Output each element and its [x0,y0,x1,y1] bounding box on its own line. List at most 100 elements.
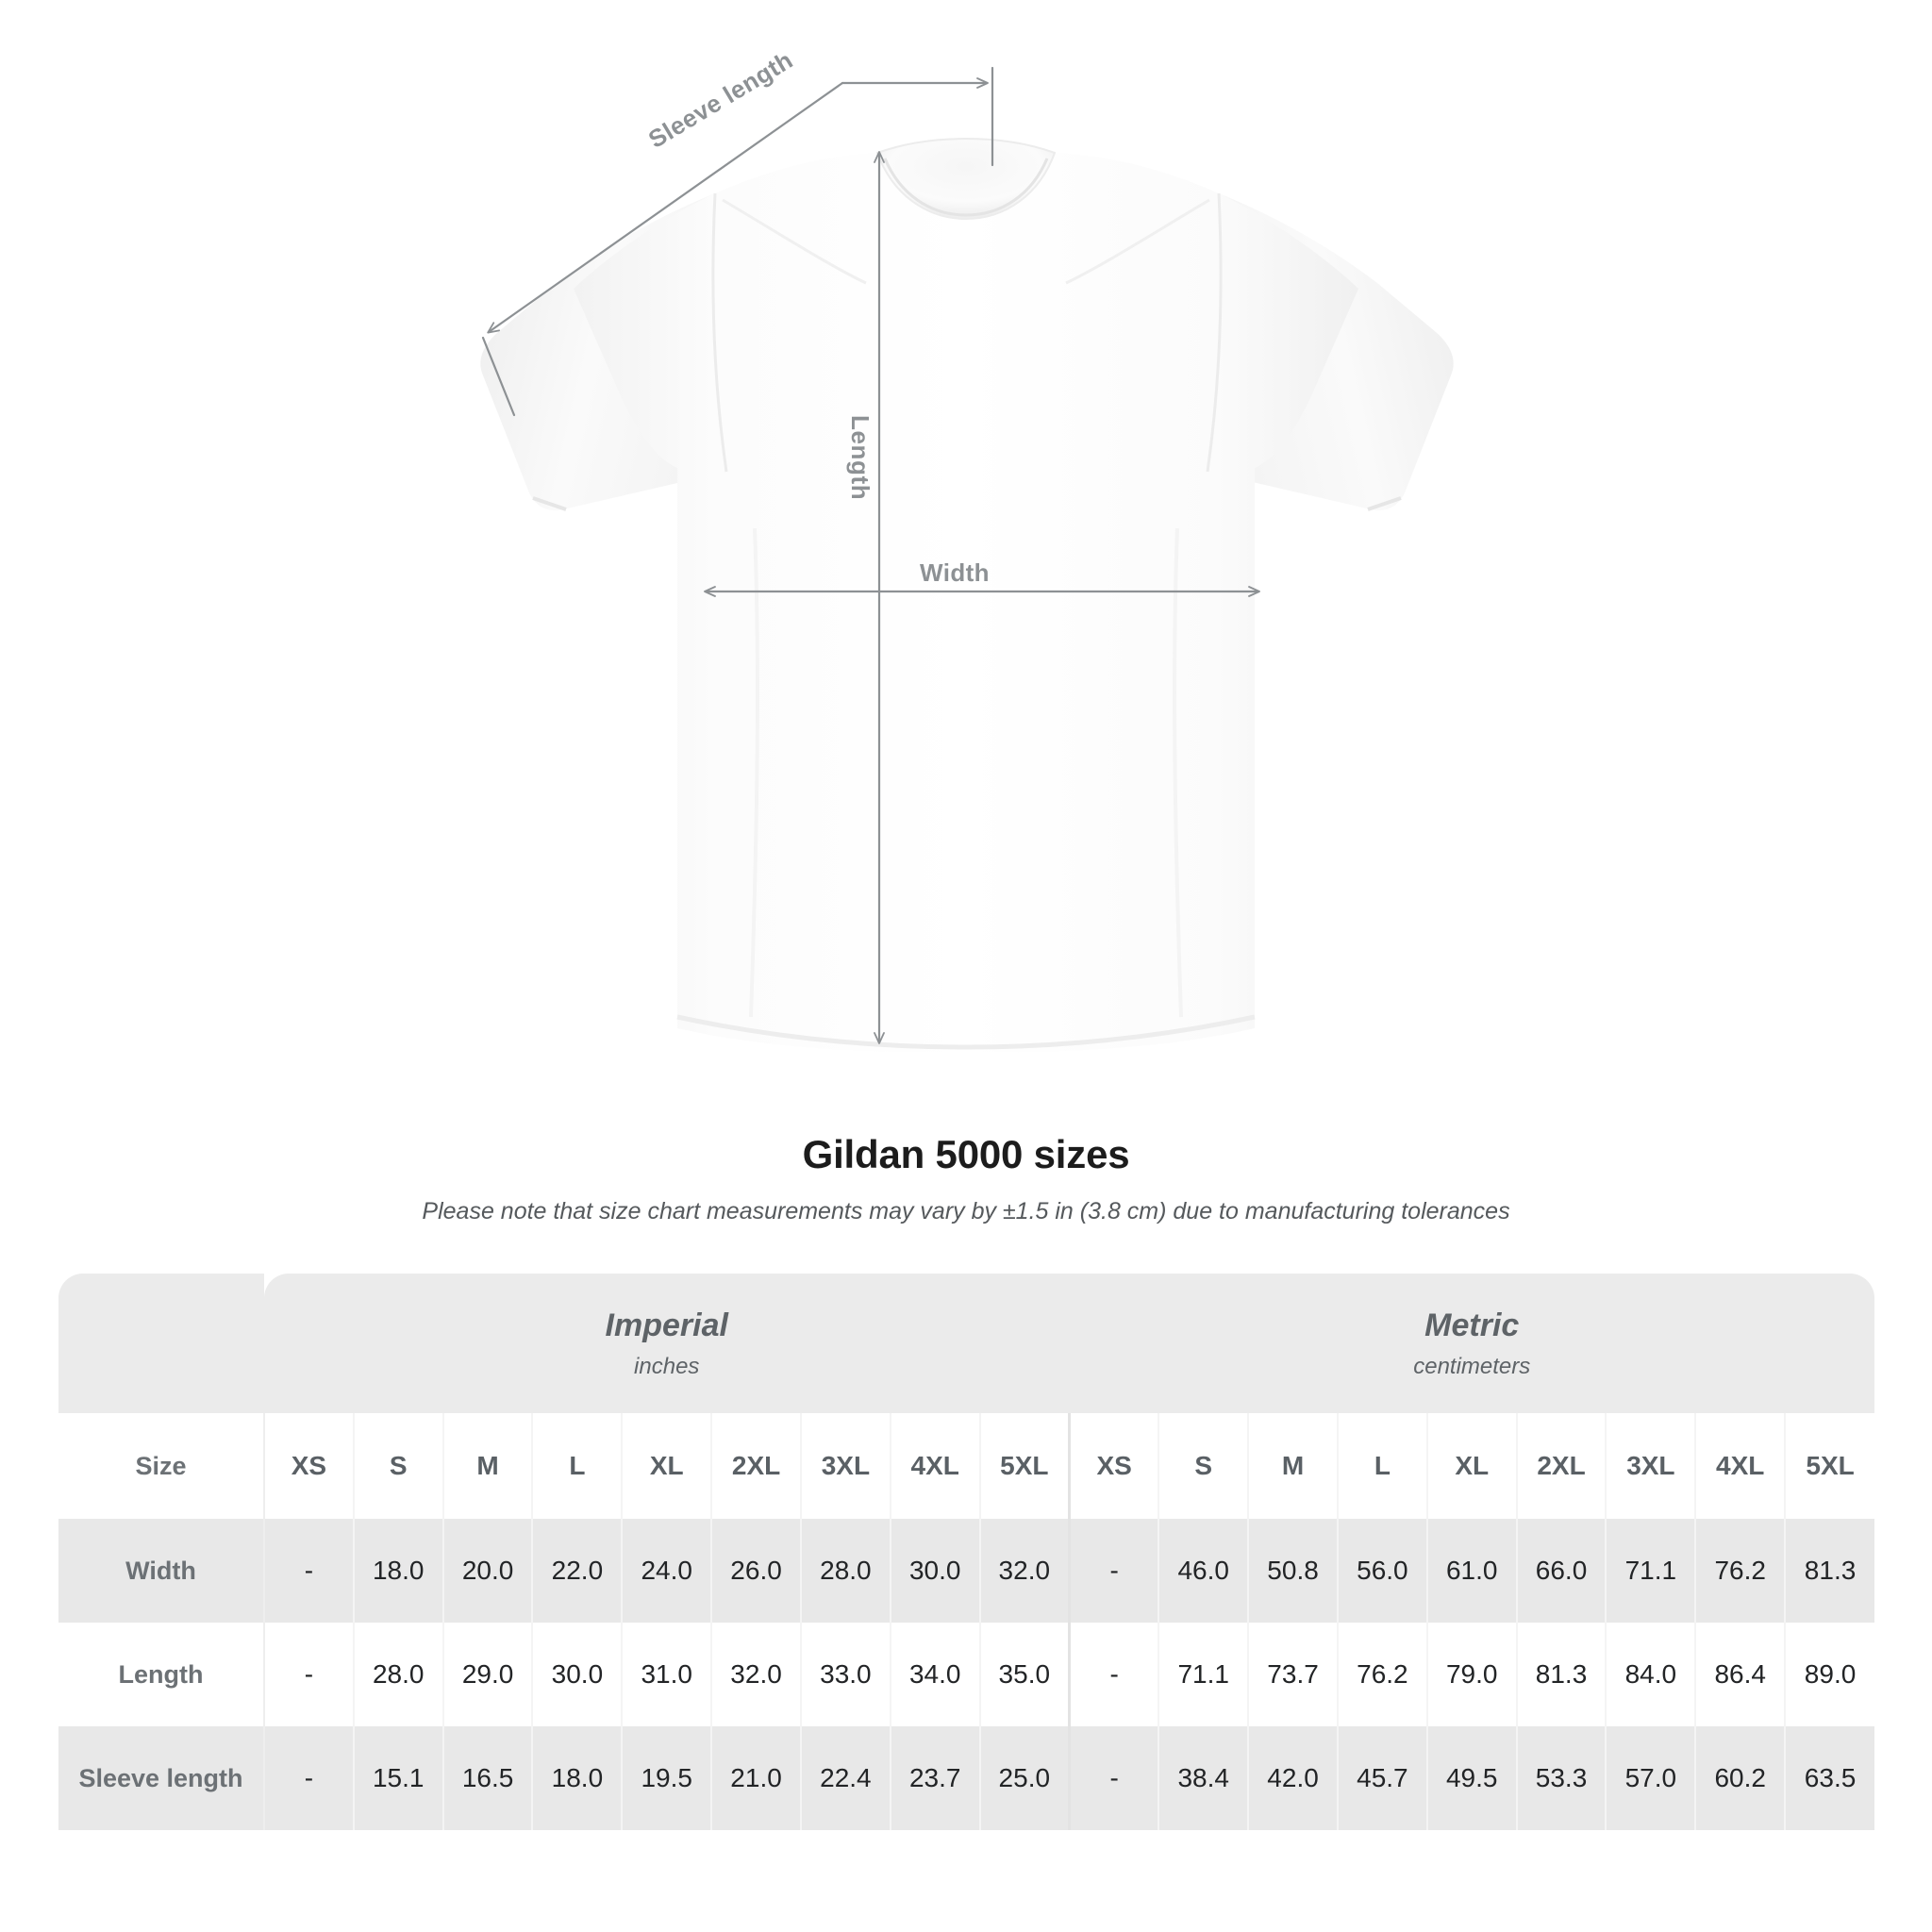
size-header-metric-3xl: 3XL [1605,1413,1696,1519]
cell-length-imperial-5xl: 35.0 [978,1623,1070,1726]
size-table-body: Width -18.0 20.0 22.0 24.0 26.0 28.0 30.0 32.0-4… [58,1519,1874,1830]
cell-length-metric-xs: - [1067,1623,1159,1726]
cell-width-metric-xl: 61.0 [1425,1519,1517,1623]
size-header-imperial-xs: XS [263,1413,354,1519]
row-label-width: Width [58,1519,264,1623]
cell-sleeve-length-metric-3xl: 57.0 [1605,1726,1696,1830]
size-header-imperial-2xl: 2XL [710,1413,801,1519]
cell-width-metric-m: 50.8 [1247,1519,1338,1623]
cell-sleeve-length-imperial-3xl: 22.4 [799,1726,891,1830]
cell-length-metric-2xl: 81.3 [1515,1623,1607,1726]
unit-name-imperial: Imperial [605,1307,728,1343]
cell-sleeve-length-metric-xl: 49.5 [1425,1726,1517,1830]
size-header-metric-m: M [1247,1413,1338,1519]
cell-sleeve-length-imperial-5xl: 25.0 [978,1726,1070,1830]
size-header-metric-s: S [1158,1413,1249,1519]
length-label: Length [846,415,874,501]
cell-width-metric-l: 56.0 [1336,1519,1427,1623]
size-table-container: Imperial inches Metric centimeters Size … [58,1274,1874,1830]
cell-width-imperial-xs: - [263,1519,354,1623]
cell-width-imperial-3xl: 28.0 [799,1519,891,1623]
cell-sleeve-length-metric-xs: - [1067,1726,1159,1830]
unit-name-metric: Metric [1424,1307,1520,1343]
table-row: Sleeve length -15.1 16.5 18.0 19.5 21.0 22.4 23… [58,1726,1874,1830]
cell-length-metric-s: 71.1 [1158,1623,1249,1726]
cell-width-metric-4xl: 76.2 [1694,1519,1786,1623]
size-header-imperial-s: S [352,1413,443,1519]
cell-width-imperial-4xl: 30.0 [889,1519,980,1623]
cell-length-imperial-l: 30.0 [531,1623,623,1726]
unit-header-metric: Metric centimeters [1069,1274,1874,1413]
cell-length-imperial-s: 28.0 [352,1623,443,1726]
size-header-metric-l: L [1336,1413,1427,1519]
cell-sleeve-length-metric-2xl: 53.3 [1515,1726,1607,1830]
size-header-metric-2xl: 2XL [1515,1413,1607,1519]
size-header-metric-4xl: 4XL [1694,1413,1786,1519]
unit-sub-metric: centimeters [1413,1353,1531,1379]
table-row: Length -28.0 29.0 30.0 31.0 32.0 33.0 34.0 35.0-… [58,1623,1874,1726]
cell-sleeve-length-imperial-l: 18.0 [531,1726,623,1830]
cell-sleeve-length-imperial-4xl: 23.7 [889,1726,980,1830]
cell-length-metric-xl: 79.0 [1425,1623,1517,1726]
cell-length-imperial-xs: - [263,1623,354,1726]
size-header-imperial-3xl: 3XL [799,1413,891,1519]
cell-length-metric-m: 73.7 [1247,1623,1338,1726]
size-table-head: Imperial inches Metric centimeters Size … [58,1274,1874,1519]
unit-header-row: Imperial inches Metric centimeters [58,1274,1874,1413]
cell-width-metric-xs: - [1067,1519,1159,1623]
unit-sub-imperial: inches [634,1353,700,1379]
cell-length-imperial-m: 29.0 [441,1623,533,1726]
cell-width-imperial-l: 22.0 [531,1519,623,1623]
table-row: Width -18.0 20.0 22.0 24.0 26.0 28.0 30.0 32.0-4… [58,1519,1874,1623]
size-header-metric-xs: XS [1067,1413,1159,1519]
row-label-sleeve-length: Sleeve length [58,1726,264,1830]
cell-sleeve-length-imperial-2xl: 21.0 [710,1726,801,1830]
cell-sleeve-length-metric-m: 42.0 [1247,1726,1338,1830]
size-header-imperial-xl: XL [621,1413,712,1519]
cell-length-imperial-4xl: 34.0 [889,1623,980,1726]
cell-width-metric-3xl: 71.1 [1605,1519,1696,1623]
tolerance-note: Please note that size chart measurements… [422,1198,1510,1224]
cell-sleeve-length-metric-5xl: 63.5 [1784,1726,1874,1830]
cell-width-imperial-5xl: 32.0 [978,1519,1070,1623]
width-label: Width [920,558,990,587]
row-label-length: Length [58,1623,264,1726]
sleeve-end-tick [481,336,516,417]
cell-width-metric-5xl: 81.3 [1784,1519,1874,1623]
cell-sleeve-length-imperial-xs: - [263,1726,354,1830]
size-table: Imperial inches Metric centimeters Size … [58,1274,1874,1830]
cell-width-imperial-m: 20.0 [441,1519,533,1623]
sleeve-diagonal-arrow [487,81,844,334]
cell-length-metric-5xl: 89.0 [1784,1623,1874,1726]
size-header-row: Size XS S M L XL 2XL 3XL 4XL 5XL XS S M L XL 2XL 3XL 4XL… [58,1413,1874,1519]
size-header-metric-xl: XL [1425,1413,1517,1519]
corner-cell [58,1274,264,1413]
cell-width-imperial-2xl: 26.0 [710,1519,801,1623]
cell-sleeve-length-imperial-s: 15.1 [352,1726,443,1830]
page-title: Gildan 5000 sizes [802,1132,1130,1176]
cell-sleeve-length-metric-l: 45.7 [1336,1726,1427,1830]
size-header-imperial-m: M [441,1413,533,1519]
size-header-label: Size [58,1413,264,1519]
cell-width-metric-s: 46.0 [1158,1519,1249,1623]
cell-length-metric-3xl: 84.0 [1605,1623,1696,1726]
cell-length-metric-4xl: 86.4 [1694,1623,1786,1726]
cell-width-imperial-xl: 24.0 [621,1519,712,1623]
size-header-imperial-l: L [531,1413,623,1519]
size-header-metric-5xl: 5XL [1784,1413,1874,1519]
size-header-imperial-5xl: 5XL [978,1413,1070,1519]
cell-length-imperial-3xl: 33.0 [799,1623,891,1726]
tshirt-shape [480,137,1454,1053]
title-block: Gildan 5000 sizes Please note that size … [0,1132,1932,1225]
unit-header-imperial: Imperial inches [264,1274,1070,1413]
cell-width-imperial-s: 18.0 [352,1519,443,1623]
tshirt-illustration: Sleeve length Length Width [480,45,1454,1053]
cell-length-imperial-2xl: 32.0 [710,1623,801,1726]
dimension-lines [481,66,1260,1044]
cell-sleeve-length-imperial-xl: 19.5 [621,1726,712,1830]
cell-width-metric-2xl: 66.0 [1515,1519,1607,1623]
cell-length-imperial-xl: 31.0 [621,1623,712,1726]
tshirt-svg [480,66,1454,1053]
cell-sleeve-length-imperial-m: 16.5 [441,1726,533,1830]
